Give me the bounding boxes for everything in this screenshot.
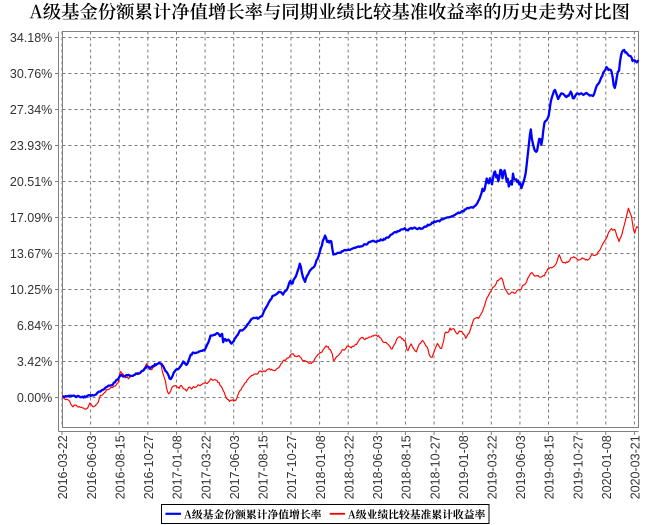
svg-text:0.00%: 0.00% xyxy=(17,391,52,405)
svg-text:2018-06-03: 2018-06-03 xyxy=(371,435,385,499)
svg-text:2016-10-27: 2016-10-27 xyxy=(142,435,156,499)
svg-text:2016-03-22: 2016-03-22 xyxy=(56,435,70,499)
svg-text:30.76%: 30.76% xyxy=(10,67,52,81)
svg-text:2019-08-15: 2019-08-15 xyxy=(543,435,557,499)
svg-text:2018-03-22: 2018-03-22 xyxy=(342,435,356,499)
svg-text:6.84%: 6.84% xyxy=(17,319,52,333)
svg-text:2016-08-15: 2016-08-15 xyxy=(113,435,127,499)
svg-text:2018-01-08: 2018-01-08 xyxy=(314,435,328,499)
svg-text:2020-03-21: 2020-03-21 xyxy=(629,435,643,499)
svg-text:2017-01-08: 2017-01-08 xyxy=(171,435,185,499)
svg-text:2019-01-08: 2019-01-08 xyxy=(457,435,471,499)
svg-text:27.34%: 27.34% xyxy=(10,103,52,117)
svg-text:2019-06-03: 2019-06-03 xyxy=(514,435,528,499)
svg-text:3.42%: 3.42% xyxy=(17,355,52,369)
svg-text:2018-08-15: 2018-08-15 xyxy=(400,435,414,499)
svg-text:23.93%: 23.93% xyxy=(10,139,52,153)
svg-text:34.18%: 34.18% xyxy=(10,31,52,45)
svg-text:2019-03-22: 2019-03-22 xyxy=(486,435,500,499)
svg-text:20.51%: 20.51% xyxy=(10,175,52,189)
svg-text:10.25%: 10.25% xyxy=(10,283,52,297)
svg-text:2017-03-22: 2017-03-22 xyxy=(199,435,213,499)
svg-text:2017-08-15: 2017-08-15 xyxy=(257,435,271,499)
svg-text:2017-10-27: 2017-10-27 xyxy=(285,435,299,499)
svg-text:17.09%: 17.09% xyxy=(10,211,52,225)
svg-text:2020-01-08: 2020-01-08 xyxy=(600,435,614,499)
svg-text:13.67%: 13.67% xyxy=(10,247,52,261)
svg-text:2016-06-03: 2016-06-03 xyxy=(85,435,99,499)
svg-text:2018-10-27: 2018-10-27 xyxy=(428,435,442,499)
svg-text:2019-10-27: 2019-10-27 xyxy=(571,435,585,499)
svg-text:2017-06-03: 2017-06-03 xyxy=(228,435,242,499)
